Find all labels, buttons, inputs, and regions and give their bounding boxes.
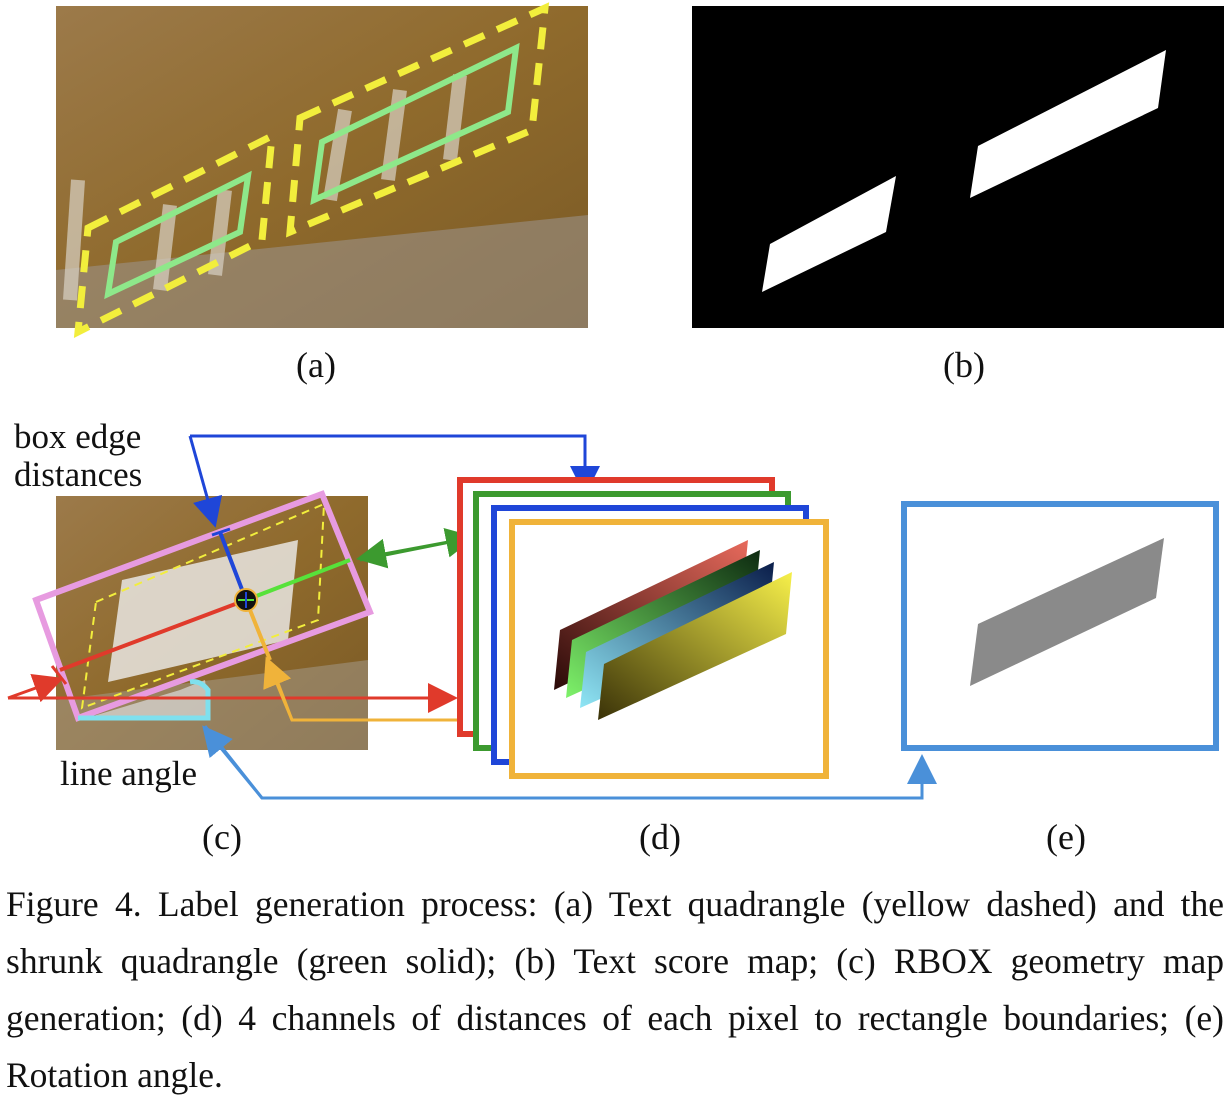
light-region: [80, 680, 210, 720]
subfigure-d-distance-channels: [457, 477, 829, 779]
shrunk-quadrangle-green-right: [310, 42, 520, 205]
connector-arrows: [7, 434, 937, 800]
rotation-region: [970, 538, 1164, 686]
line-angle-marker: [78, 679, 211, 721]
text-quadrangle-yellow-right: [286, 2, 550, 238]
arrow-blue-to-channels: [190, 434, 600, 496]
subfigure-label-d: (d): [639, 817, 681, 857]
figure-canvas: [7, 2, 1224, 800]
box-edge-label-line1: box edge: [14, 417, 142, 456]
shrunk-quadrangle-green-left: [104, 170, 252, 300]
subfigure-label-c: (c): [202, 817, 242, 857]
subfigure-a-photo: [56, 2, 588, 338]
box-edge-label-line2: distances: [14, 455, 143, 494]
subfigure-c-rbox: [32, 490, 374, 750]
subfigure-label-a: (a): [296, 345, 336, 385]
text-quadrangle-yellow-left: [73, 130, 277, 338]
cropped-quadrangle-yellow: [80, 502, 326, 710]
subfigure-e-rotation-map: [901, 501, 1219, 751]
distance-red: [59, 598, 247, 672]
subfigure-label-e: (e): [1046, 817, 1086, 857]
subfigure-label-b: (b): [943, 345, 985, 385]
distance-blue: [218, 531, 248, 601]
subfigure-b-score-map: [692, 6, 1224, 328]
line-angle-label: line angle: [60, 754, 198, 793]
score-region-left: [762, 176, 896, 292]
score-region-right: [970, 50, 1166, 198]
figure-caption: Figure 4. Label generation process: (a) …: [6, 884, 1224, 1095]
arrow-red-in: [7, 674, 64, 703]
channel-map-yellow: [598, 572, 792, 720]
distance-green: [245, 558, 351, 602]
cropped-text-region: [108, 540, 298, 682]
